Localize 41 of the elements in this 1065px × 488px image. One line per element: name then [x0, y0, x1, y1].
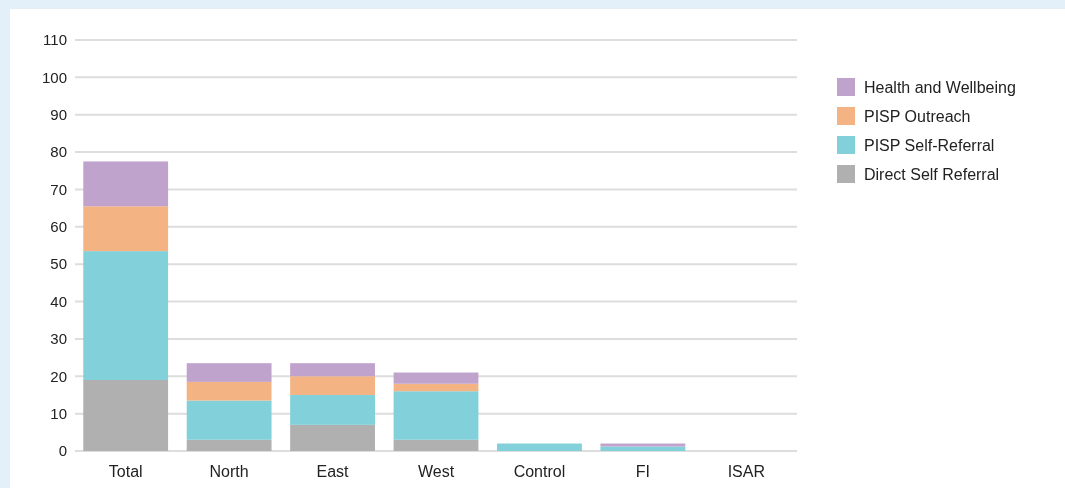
- bar: [83, 161, 169, 207]
- y-tick-label: 0: [58, 442, 67, 460]
- y-tick-label: 30: [50, 330, 67, 348]
- y-tick-label: 50: [50, 255, 67, 273]
- bar: [290, 424, 375, 451]
- y-tick-label: 40: [50, 292, 67, 310]
- bar: [186, 439, 272, 451]
- bar: [393, 439, 479, 451]
- bar: [393, 383, 479, 392]
- bar: [186, 381, 272, 401]
- bar: [290, 363, 375, 377]
- legend-label: PISP Self-Referral: [864, 136, 995, 154]
- bar: [600, 443, 686, 447]
- x-tick-label: East: [316, 463, 350, 480]
- x-tick-label: North: [209, 463, 249, 480]
- legend-label: Direct Self Referral: [864, 165, 1000, 183]
- y-tick-label: 80: [50, 143, 67, 161]
- x-tick-label: ISAR: [727, 463, 765, 480]
- bar: [290, 376, 375, 395]
- y-tick-label: 100: [41, 68, 67, 86]
- y-tick-label: 110: [43, 31, 67, 49]
- bar: [186, 400, 272, 440]
- x-tick-label: Control: [513, 463, 566, 480]
- x-tick-label: FI: [635, 463, 650, 480]
- y-tick-label: 90: [50, 105, 67, 123]
- y-tick-label: 60: [50, 218, 67, 236]
- bar: [83, 251, 169, 381]
- bar: [83, 380, 169, 451]
- bar: [83, 206, 169, 252]
- y-tick-label: 20: [50, 367, 67, 385]
- legend-label: Health and Wellbeing: [864, 78, 1016, 96]
- y-tick-label: 70: [50, 180, 67, 198]
- bar: [393, 372, 479, 384]
- y-tick-label: 10: [50, 404, 67, 422]
- bar: [497, 443, 582, 451]
- bar: [290, 394, 375, 425]
- bar: [393, 391, 479, 440]
- x-tick-label: Total: [108, 463, 143, 480]
- bar: [186, 363, 272, 382]
- legend-label: PISP Outreach: [864, 107, 971, 125]
- x-tick-label: West: [417, 463, 455, 480]
